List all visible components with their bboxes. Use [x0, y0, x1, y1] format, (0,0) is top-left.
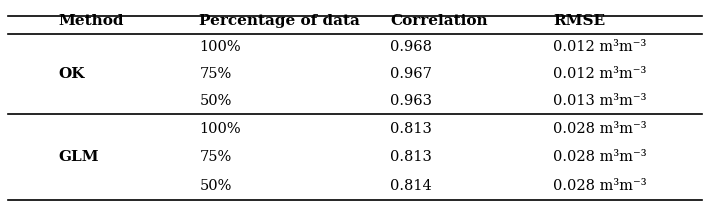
Text: 0.967: 0.967	[391, 67, 432, 81]
Text: 100%: 100%	[200, 40, 241, 54]
Text: 75%: 75%	[200, 67, 231, 81]
Text: 50%: 50%	[200, 179, 231, 193]
Text: 100%: 100%	[200, 122, 241, 136]
Text: OK: OK	[58, 67, 84, 81]
Text: RMSE: RMSE	[553, 14, 605, 28]
Text: 0.028 m³m⁻³: 0.028 m³m⁻³	[553, 122, 647, 136]
Text: 0.963: 0.963	[391, 94, 432, 108]
Text: Method: Method	[58, 14, 124, 28]
Text: Percentage of data: Percentage of data	[200, 14, 360, 28]
Text: Correlation: Correlation	[391, 14, 488, 28]
Text: 75%: 75%	[200, 150, 231, 164]
Text: 0.813: 0.813	[391, 150, 432, 164]
Text: 0.814: 0.814	[391, 179, 432, 193]
Text: 0.028 m³m⁻³: 0.028 m³m⁻³	[553, 150, 647, 164]
Text: GLM: GLM	[58, 150, 99, 164]
Text: 0.813: 0.813	[391, 122, 432, 136]
Text: 50%: 50%	[200, 94, 231, 108]
Text: 0.013 m³m⁻³: 0.013 m³m⁻³	[553, 94, 647, 108]
Text: 0.968: 0.968	[391, 40, 432, 54]
Text: 0.012 m³m⁻³: 0.012 m³m⁻³	[553, 67, 646, 81]
Text: 0.012 m³m⁻³: 0.012 m³m⁻³	[553, 40, 646, 54]
Text: 0.028 m³m⁻³: 0.028 m³m⁻³	[553, 179, 647, 193]
